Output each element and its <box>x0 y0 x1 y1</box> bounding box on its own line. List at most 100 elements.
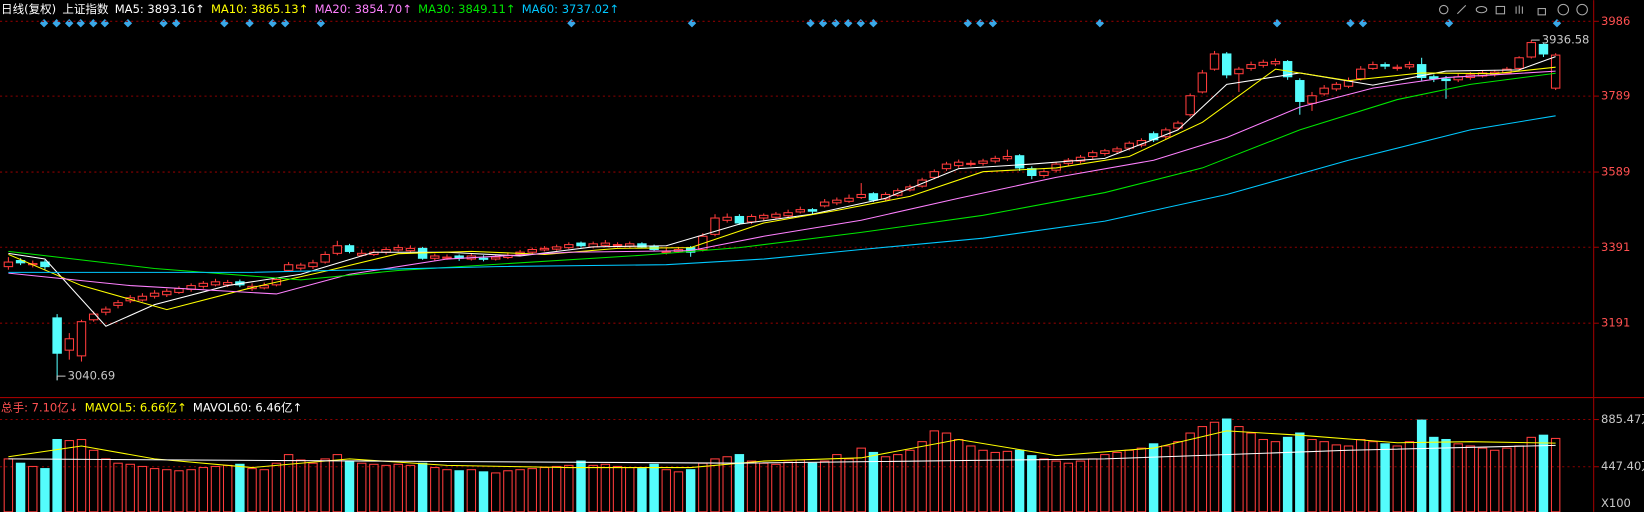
candle-body <box>953 161 964 167</box>
tool-zoom-out[interactable] <box>1576 3 1588 16</box>
event-marker <box>856 19 865 28</box>
legend-entry: MA60: 3737.02↑ <box>522 2 619 16</box>
ma-line <box>8 115 1556 273</box>
volume-bar <box>1538 434 1549 512</box>
y-tick-label: 447.40万 <box>1601 459 1644 473</box>
volume-bar <box>1441 438 1451 512</box>
candle-body <box>1538 43 1549 55</box>
candle-body <box>332 245 343 254</box>
candle-body <box>661 250 671 254</box>
candle-body <box>320 253 330 263</box>
toolbar[interactable] <box>1439 3 1588 16</box>
candle-body <box>1356 68 1366 80</box>
candle-body <box>856 193 866 199</box>
tool-settings[interactable] <box>1439 4 1449 15</box>
candle-body <box>442 256 452 259</box>
legend-entry: MA10: 3865.13↑ <box>211 2 308 16</box>
candle-body <box>1014 155 1025 169</box>
candle-body <box>174 288 184 293</box>
volume-bar <box>15 462 26 512</box>
candle-body <box>1002 155 1013 160</box>
candle-body <box>1319 87 1329 95</box>
candle-body <box>734 215 745 224</box>
candle-body <box>222 282 233 286</box>
legend-entry: MAVOL5: 6.66亿↑ <box>85 401 187 415</box>
candle-body <box>344 245 355 252</box>
legend-entry: MA20: 3854.70↑ <box>315 2 412 16</box>
candle-body <box>76 321 87 357</box>
candle-body <box>259 285 269 289</box>
candle-body <box>478 257 489 260</box>
candle-body <box>990 157 1000 162</box>
volume-bar <box>1416 419 1427 512</box>
candle-body <box>1368 64 1378 69</box>
volume-bar <box>1380 443 1390 512</box>
volume-bar <box>649 463 659 512</box>
ma-line <box>8 72 1556 281</box>
candle-body <box>308 262 318 268</box>
candle-body <box>783 212 793 217</box>
candle-body <box>929 171 940 178</box>
tool-view[interactable] <box>1475 5 1488 14</box>
annotation-label: 3936.58 <box>1542 33 1590 47</box>
event-marker <box>65 19 74 28</box>
candle-body <box>1307 95 1317 104</box>
candle-body <box>1429 76 1439 80</box>
candle-body <box>807 209 818 212</box>
legend-entry: MA5: 3893.16↑ <box>115 2 205 16</box>
candle-body <box>1331 83 1342 90</box>
candle-body <box>1514 57 1524 69</box>
candle-body <box>1197 72 1208 93</box>
candle-body <box>113 302 123 306</box>
candle-body <box>527 249 537 253</box>
candle-body <box>771 213 781 218</box>
candle-body <box>88 313 99 321</box>
candle-body <box>1087 152 1098 158</box>
tool-zoom-in[interactable] <box>1557 3 1570 16</box>
ma-line <box>8 70 1556 295</box>
candle-body <box>3 261 14 268</box>
tool-lock[interactable] <box>1537 8 1546 16</box>
candle-body <box>551 246 562 250</box>
annotation-leader <box>56 375 66 381</box>
tool-store[interactable] <box>1495 5 1506 15</box>
candle-body <box>759 214 769 219</box>
volume-bar <box>685 469 696 512</box>
candle-body <box>1027 168 1037 177</box>
candle-body <box>283 264 294 271</box>
tool-hand[interactable] <box>1515 5 1523 14</box>
candle-body <box>1282 61 1293 78</box>
candle-body <box>1209 53 1220 70</box>
tool-draw[interactable] <box>1457 5 1467 15</box>
volume-bar <box>344 460 355 512</box>
candle-body <box>637 243 647 248</box>
candle-body <box>600 242 611 246</box>
volume-bar <box>1221 418 1232 512</box>
candle-body <box>1295 80 1305 102</box>
y-tick-label: 3391 <box>1601 240 1630 254</box>
y-tick-label: 3589 <box>1601 165 1630 179</box>
y-tick-label: 3191 <box>1601 316 1630 330</box>
candle-body <box>1221 53 1232 76</box>
candle-body <box>1100 150 1110 154</box>
y-tick-label: 3789 <box>1601 89 1630 103</box>
volume-bar <box>1295 432 1305 512</box>
candle-body <box>490 256 501 260</box>
candle-body <box>1404 64 1415 68</box>
event-marker <box>159 19 168 28</box>
candle-body <box>576 242 586 247</box>
candle-body <box>710 217 720 235</box>
volume-label: 总手: 7.10亿↓ <box>1 401 78 415</box>
candle-body <box>564 244 574 249</box>
candle-body <box>162 290 172 296</box>
candle-body <box>1441 78 1451 82</box>
volume-bar <box>1282 436 1293 512</box>
candle-body <box>1380 64 1390 67</box>
candle-body <box>539 247 550 251</box>
unit-label: X100 <box>1601 496 1631 510</box>
candle-body <box>746 215 757 223</box>
candle-body <box>819 201 830 207</box>
